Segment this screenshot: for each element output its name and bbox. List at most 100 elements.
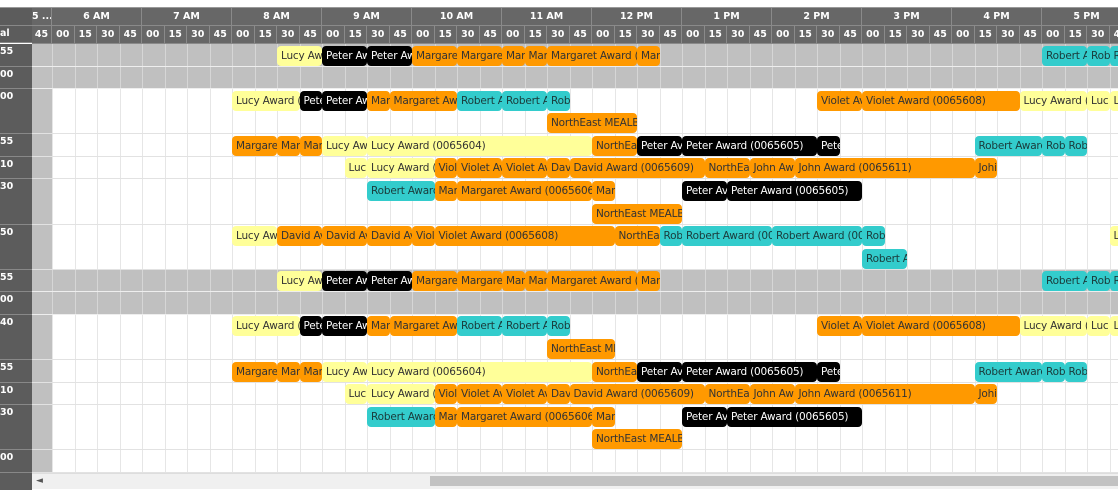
- appointment-block[interactable]: Margaret Award (0: [547, 45, 637, 66]
- appointment-block[interactable]: Margaret: [232, 361, 277, 382]
- appointment-block[interactable]: L: [1109, 316, 1118, 337]
- resource-label[interactable]: 00: [0, 89, 32, 135]
- appointment-block[interactable]: Violet Award (0065608): [862, 90, 1020, 111]
- appointment-block[interactable]: R: [1109, 45, 1118, 66]
- appointment-block[interactable]: Peter Av: [637, 361, 682, 382]
- resource-row[interactable]: [32, 292, 1118, 315]
- appointment-block[interactable]: Mar: [502, 271, 525, 292]
- appointment-block[interactable]: Johi: [974, 384, 997, 405]
- appointment-block[interactable]: Mar: [277, 361, 300, 382]
- appointment-block[interactable]: Lucy Aw: [277, 45, 322, 66]
- resource-row[interactable]: Robert Award Mar Margaret Award (0065606) M…: [32, 179, 1118, 225]
- appointment-block[interactable]: Margaret: [412, 271, 457, 292]
- appointment-block[interactable]: Lucy Award (: [232, 90, 300, 111]
- appointment-block[interactable]: Violet Av: [457, 384, 502, 405]
- appointment-block[interactable]: Luc: [344, 384, 367, 405]
- appointment-block[interactable]: Lucy Aw: [277, 271, 322, 292]
- appointment-block[interactable]: Robert A: [457, 90, 502, 111]
- appointment-block[interactable]: NorthEast MEALB: [592, 429, 682, 450]
- appointment-block[interactable]: Peter Av: [637, 135, 682, 156]
- appointment-block[interactable]: Margaret Award (0065606): [457, 180, 592, 201]
- appointment-block[interactable]: Luc: [344, 158, 367, 179]
- resource-label[interactable]: 40: [0, 314, 32, 361]
- appointment-block[interactable]: Peter Award (0065605): [727, 406, 862, 427]
- appointment-block[interactable]: Rob: [547, 316, 570, 337]
- resource-label[interactable]: 55: [0, 269, 32, 293]
- appointment-block[interactable]: Violet Av: [457, 158, 502, 179]
- appointment-block[interactable]: Rob: [1087, 45, 1110, 66]
- appointment-block[interactable]: NorthEa: [592, 135, 637, 156]
- appointment-block[interactable]: Robert A: [457, 316, 502, 337]
- resource-label[interactable]: 10: [0, 156, 32, 180]
- resource-label[interactable]: 50: [0, 224, 32, 270]
- appointment-block[interactable]: Rob: [1087, 271, 1110, 292]
- appointment-block[interactable]: Lucy Aw: [322, 135, 367, 156]
- scrollbar-thumb[interactable]: [430, 476, 1118, 486]
- appointment-block[interactable]: Luc: [1087, 90, 1110, 111]
- appointment-block[interactable]: Pete: [299, 90, 322, 111]
- scroll-left-arrow-icon[interactable]: ◄: [36, 476, 43, 486]
- appointment-block[interactable]: Robert A: [502, 90, 547, 111]
- appointment-block[interactable]: John Aw: [749, 384, 795, 405]
- appointment-block[interactable]: Viol: [434, 384, 457, 405]
- appointment-block[interactable]: Rob: [547, 90, 570, 111]
- appointment-block[interactable]: NorthEast MEALB: [547, 113, 637, 134]
- appointment-block[interactable]: Peter Av: [682, 180, 727, 201]
- appointment-block[interactable]: Rob: [1064, 361, 1087, 382]
- appointment-block[interactable]: NorthEa: [592, 361, 637, 382]
- appointment-block[interactable]: Mar: [299, 135, 322, 156]
- appointment-block[interactable]: Robert A: [1042, 45, 1087, 66]
- appointment-block[interactable]: Robert Award: [974, 135, 1042, 156]
- appointment-block[interactable]: Violet Av: [817, 316, 862, 337]
- appointment-block[interactable]: Lucy Award (: [367, 158, 435, 179]
- appointment-block[interactable]: Robert Award: [367, 180, 435, 201]
- appointment-block[interactable]: NorthEa: [614, 226, 660, 247]
- appointment-block[interactable]: Lucy Award (0065604): [367, 135, 592, 156]
- appointment-block[interactable]: Viol: [412, 226, 435, 247]
- appointment-block[interactable]: Rob: [659, 226, 682, 247]
- resource-label[interactable]: 55: [0, 134, 32, 157]
- appointment-block[interactable]: NorthEa: [704, 158, 750, 179]
- appointment-block[interactable]: Luc: [1087, 316, 1110, 337]
- appointment-block[interactable]: Margaret Awa: [389, 90, 457, 111]
- appointment-block[interactable]: Robert A: [862, 248, 907, 269]
- appointment-block[interactable]: Mar: [277, 135, 300, 156]
- resource-label[interactable]: 00: [0, 66, 32, 90]
- resource-row[interactable]: [32, 450, 1118, 474]
- appointment-block[interactable]: Margaret Award (0065606): [457, 406, 592, 427]
- appointment-block[interactable]: Mar: [592, 406, 615, 427]
- appointment-block[interactable]: Mar: [299, 361, 322, 382]
- appointment-block[interactable]: Rob: [1064, 135, 1087, 156]
- appointment-block[interactable]: Lucy Award (: [232, 316, 300, 337]
- appointment-block[interactable]: Margaret: [412, 45, 457, 66]
- appointment-block[interactable]: NorthEast MEALB: [592, 203, 682, 224]
- appointment-block[interactable]: Violet Award (0065608): [862, 316, 1020, 337]
- appointment-block[interactable]: Peter Aw: [367, 271, 412, 292]
- appointment-block[interactable]: Lucy Award (: [1019, 90, 1087, 111]
- appointment-block[interactable]: Mar: [434, 406, 457, 427]
- appointment-block[interactable]: David Award (0065609): [569, 384, 705, 405]
- appointment-block[interactable]: Robert Award (00: [682, 226, 772, 247]
- appointment-block[interactable]: Margaret: [457, 271, 502, 292]
- resource-label[interactable]: 55: [0, 360, 32, 383]
- appointment-block[interactable]: Violet Av: [817, 90, 862, 111]
- horizontal-scrollbar[interactable]: ◄: [32, 473, 1118, 489]
- appointment-block[interactable]: David Av: [322, 226, 367, 247]
- appointment-block[interactable]: John Aw: [749, 158, 795, 179]
- appointment-block[interactable]: Dav: [547, 158, 570, 179]
- appointment-block[interactable]: Peter Award (0065605): [682, 361, 817, 382]
- appointment-block[interactable]: Rob: [1042, 135, 1065, 156]
- appointment-block[interactable]: Violet Award (0065608): [434, 226, 615, 247]
- appointment-block[interactable]: Viol: [434, 158, 457, 179]
- resource-label[interactable]: 30: [0, 405, 32, 451]
- appointment-block[interactable]: Robert Award (00: [772, 226, 862, 247]
- appointment-block[interactable]: Peter Award (0065605): [727, 180, 862, 201]
- appointment-block[interactable]: Dav: [547, 384, 570, 405]
- appointment-block[interactable]: Margaret: [457, 45, 502, 66]
- appointment-block[interactable]: Lucy Aw: [322, 361, 367, 382]
- appointment-block[interactable]: NorthEa: [704, 384, 750, 405]
